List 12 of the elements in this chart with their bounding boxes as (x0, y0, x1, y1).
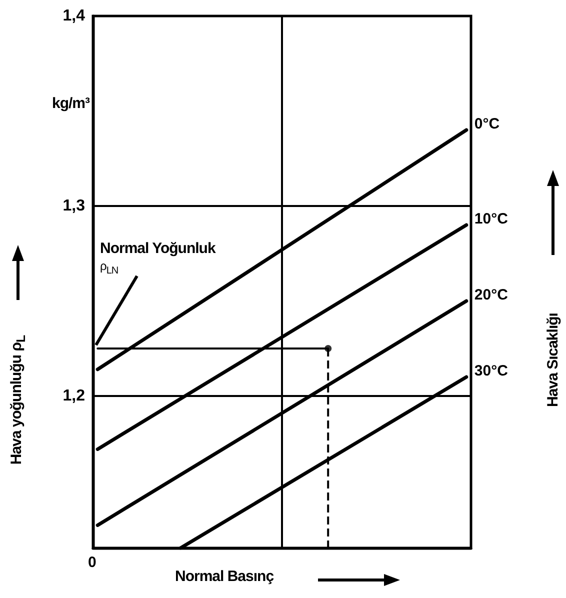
y-tick-label: 1,4 (62, 8, 86, 24)
annotation: Normal Yoğunluk ρ$_{LN}$ (100, 240, 216, 278)
text: 0 (88, 554, 96, 571)
series-label: 20°C (474, 286, 508, 304)
x-axis-title: Normal Basınç (175, 568, 274, 585)
text: kg/m³ (52, 95, 90, 112)
series-label: 10°C (474, 210, 508, 228)
y-tick-label: 1,2 (62, 388, 86, 404)
y-tick-label: 1,3 (62, 198, 86, 214)
series-label: 0°C (474, 116, 500, 132)
series-label: 30°C (474, 362, 508, 380)
text: Hava Sıcaklığı (544, 313, 562, 407)
